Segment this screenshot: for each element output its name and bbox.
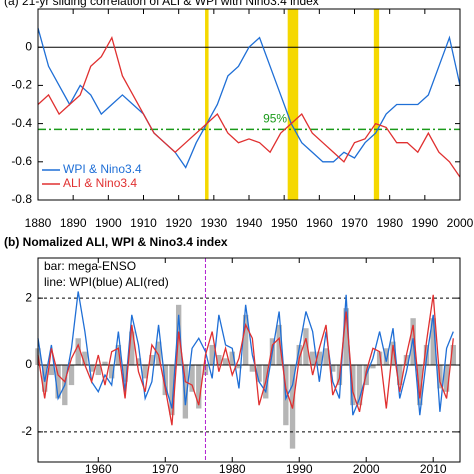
y-tick-label: 0 [25,39,32,53]
bar [142,365,148,379]
bar [149,354,155,366]
bar [82,351,88,366]
y-tick-label: -0.6 [11,154,32,168]
bar [236,365,242,369]
x-tick-label: 1980 [376,216,403,230]
bar [370,365,376,369]
y-tick-label: 2 [25,290,32,304]
plot-frame [37,257,461,463]
highlight-band [205,9,209,200]
bar [417,365,423,406]
bar [122,365,128,382]
bar [222,358,229,366]
bar [343,308,349,366]
x-tick-label: 1960 [85,462,112,474]
bar [397,365,403,386]
highlight-band [373,9,380,200]
bar [330,365,336,372]
bar [95,365,101,376]
x-tick-label: 1970 [341,216,368,230]
bar [182,365,189,419]
bar [390,341,396,366]
bar [376,351,383,366]
bar [443,365,450,392]
bar [135,358,142,366]
series-line [37,35,461,178]
bar [115,344,122,366]
bar [216,354,222,366]
bar [249,365,256,372]
bar [75,338,81,366]
bar [276,324,282,366]
bar [296,344,302,366]
bar [356,365,363,406]
bar [403,354,410,366]
annotation: line: WPI(blue) ALI(red) [44,275,169,289]
bar [169,365,175,416]
bar [430,318,436,366]
x-tick-label: 1970 [152,462,179,474]
y-tick-label: 0 [25,357,32,371]
y-tick-label: -0.4 [11,116,32,130]
bar [202,365,209,376]
x-tick-label: 1880 [25,216,52,230]
legend-label: WPI & Nino3.4 [63,162,142,176]
series-line [37,294,454,426]
bar [109,365,115,379]
bar [209,344,215,366]
bar [303,328,309,366]
bar [256,365,262,382]
x-tick-label: 1950 [271,216,298,230]
bar [316,351,323,366]
x-tick-label: 1940 [236,216,263,230]
threshold-label: 95% [263,112,287,126]
x-tick-label: 1920 [165,216,192,230]
panel-b-title: (b) Nomalized ALI, WPI & Nino3.4 index [4,235,228,249]
bar [229,351,235,366]
x-tick-label: 1960 [306,216,333,230]
x-tick-label: 1990 [411,216,438,230]
x-tick-label: 2000 [447,216,474,230]
bar [55,365,61,399]
panel-a-title: (a) 21-yr sliding correlation of ALI & W… [4,0,319,8]
x-tick-label: 1890 [60,216,87,230]
bar [323,348,329,366]
y-tick-label: -0.2 [11,78,32,92]
legend-label: ALI & Nino3.4 [63,176,137,190]
bar [196,365,202,409]
bar [450,344,456,366]
bar [102,361,108,366]
bar [88,365,95,372]
bar [309,351,316,366]
bar [155,341,162,366]
bar [129,331,135,366]
highlight-band [287,9,299,200]
series-line [37,27,461,169]
series-line [37,291,454,416]
bar [189,365,195,392]
y-tick-label: -0.8 [11,192,32,206]
x-tick-label: 1910 [130,216,157,230]
annotation: bar: mega-ENSO [44,259,136,273]
y-tick-label: -2 [21,424,32,438]
bar [68,365,75,386]
x-tick-label: 2000 [353,462,380,474]
bar [242,314,249,366]
x-tick-label: 1980 [219,462,246,474]
plot-frame [37,8,461,201]
x-tick-label: 1990 [286,462,313,474]
bar [48,365,55,376]
x-tick-label: 1930 [200,216,227,230]
x-tick-label: 1900 [95,216,122,230]
bar [383,348,389,366]
x-tick-label: 2010 [420,462,447,474]
